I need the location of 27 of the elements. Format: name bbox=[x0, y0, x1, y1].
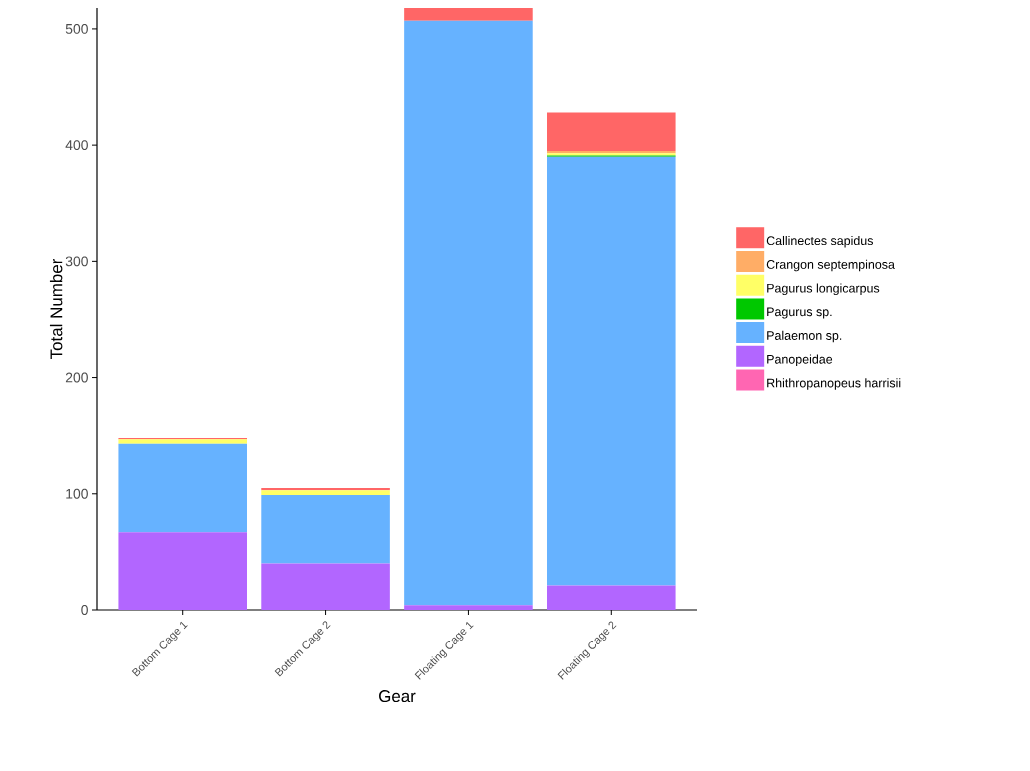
x-axis-title: Gear bbox=[379, 690, 416, 703]
legend-label: Pagurus sp. bbox=[767, 307, 832, 319]
y-tick-label: 400 bbox=[65, 140, 88, 151]
bar bbox=[547, 156, 676, 586]
y-axis-title: Total Number bbox=[49, 258, 63, 359]
y-tick-label: 200 bbox=[65, 372, 88, 383]
bar bbox=[261, 490, 390, 495]
bar bbox=[261, 494, 390, 564]
legend-label: Panopeidae bbox=[767, 354, 833, 367]
legend-label: Rhithropanopeus harrisii bbox=[767, 378, 901, 390]
bar bbox=[404, 20, 533, 606]
legend-label: Callinectes sapidus bbox=[766, 235, 873, 248]
bar bbox=[547, 585, 676, 610]
legend-label: Palaemon sp. bbox=[767, 330, 842, 343]
bar bbox=[404, 605, 533, 610]
y-tick-label: 0 bbox=[81, 605, 88, 615]
legend-label: Pagurus longicarpus bbox=[767, 283, 880, 296]
y-tick-label: 500 bbox=[65, 23, 88, 34]
y-tick-label: 300 bbox=[65, 256, 88, 267]
legend-label: Crangon septempinosa bbox=[766, 259, 895, 272]
y-tick-label: 100 bbox=[66, 488, 88, 499]
bar bbox=[404, 7, 533, 21]
bar bbox=[118, 439, 247, 444]
bar bbox=[261, 563, 390, 610]
bar bbox=[118, 532, 247, 610]
bar bbox=[547, 112, 676, 151]
bar bbox=[118, 443, 247, 533]
